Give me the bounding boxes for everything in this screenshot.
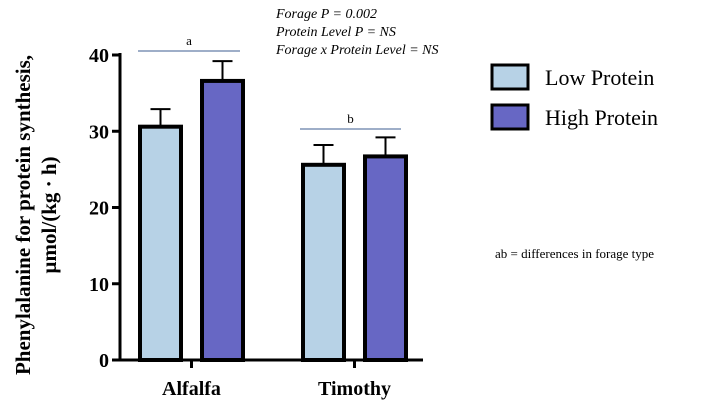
y-tick-label: 10 <box>89 274 109 296</box>
bar-alfalfa-1 <box>200 78 245 363</box>
legend-swatch <box>490 63 530 91</box>
bar-timothy-1 <box>363 154 408 362</box>
y-tick-label: 0 <box>99 350 109 372</box>
y-tick-label: 40 <box>89 45 109 67</box>
legend-swatch <box>490 103 530 131</box>
y-tick-label: 30 <box>89 121 109 143</box>
legend-label: Low Protein <box>545 65 654 90</box>
bar-timothy-0 <box>301 162 346 362</box>
stats-annotation: Protein Level P = NS <box>275 25 396 40</box>
significance-letter: b <box>347 111 354 126</box>
x-tick-label: Alfalfa <box>162 378 221 400</box>
stats-annotation: Forage x Protein Level = NS <box>275 43 439 58</box>
x-tick-label: Timothy <box>318 378 391 400</box>
y-tick-label: 20 <box>89 198 109 220</box>
footnote: ab = differences in forage type <box>495 246 654 261</box>
bar-alfalfa-0 <box>138 124 183 362</box>
legend-label: High Protein <box>545 105 658 130</box>
significance-letter: a <box>186 33 192 48</box>
y-axis-label: Phenylalanine for protein synthesis,µmol… <box>11 55 61 375</box>
stats-annotation: Forage P = 0.002 <box>275 7 377 22</box>
